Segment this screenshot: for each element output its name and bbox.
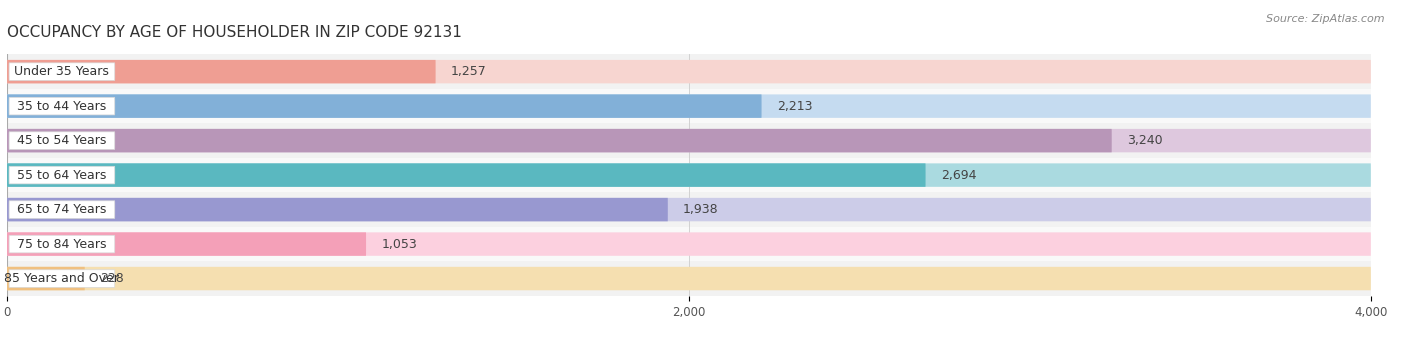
Text: 1,257: 1,257: [451, 65, 486, 78]
Text: 55 to 64 Years: 55 to 64 Years: [17, 169, 107, 182]
FancyBboxPatch shape: [7, 60, 1371, 83]
Bar: [7, 123, 1371, 158]
FancyBboxPatch shape: [8, 235, 115, 253]
FancyBboxPatch shape: [7, 232, 366, 256]
FancyBboxPatch shape: [7, 95, 1371, 118]
FancyBboxPatch shape: [7, 198, 1371, 221]
FancyBboxPatch shape: [8, 97, 115, 115]
FancyBboxPatch shape: [7, 232, 1371, 256]
Text: Source: ZipAtlas.com: Source: ZipAtlas.com: [1267, 14, 1385, 23]
FancyBboxPatch shape: [8, 132, 115, 149]
Bar: [7, 89, 1371, 123]
FancyBboxPatch shape: [7, 129, 1371, 152]
Bar: [7, 192, 1371, 227]
FancyBboxPatch shape: [7, 267, 1371, 290]
FancyBboxPatch shape: [7, 267, 84, 290]
Text: 85 Years and Over: 85 Years and Over: [4, 272, 120, 285]
FancyBboxPatch shape: [7, 198, 668, 221]
FancyBboxPatch shape: [8, 63, 115, 81]
Bar: [7, 158, 1371, 192]
Bar: [7, 227, 1371, 261]
Text: 228: 228: [100, 272, 124, 285]
Text: 3,240: 3,240: [1128, 134, 1163, 147]
FancyBboxPatch shape: [8, 270, 115, 287]
Text: 65 to 74 Years: 65 to 74 Years: [17, 203, 107, 216]
Text: 45 to 54 Years: 45 to 54 Years: [17, 134, 107, 147]
Bar: [7, 54, 1371, 89]
FancyBboxPatch shape: [7, 95, 762, 118]
Text: 75 to 84 Years: 75 to 84 Years: [17, 238, 107, 251]
FancyBboxPatch shape: [7, 60, 436, 83]
Text: Under 35 Years: Under 35 Years: [14, 65, 110, 78]
Text: 2,213: 2,213: [778, 100, 813, 113]
Text: 1,053: 1,053: [381, 238, 418, 251]
Text: 2,694: 2,694: [941, 169, 976, 182]
Text: OCCUPANCY BY AGE OF HOUSEHOLDER IN ZIP CODE 92131: OCCUPANCY BY AGE OF HOUSEHOLDER IN ZIP C…: [7, 25, 463, 40]
FancyBboxPatch shape: [7, 129, 1112, 152]
FancyBboxPatch shape: [8, 201, 115, 218]
FancyBboxPatch shape: [8, 166, 115, 184]
Text: 35 to 44 Years: 35 to 44 Years: [17, 100, 107, 113]
FancyBboxPatch shape: [7, 164, 1371, 187]
FancyBboxPatch shape: [7, 164, 925, 187]
Bar: [7, 261, 1371, 296]
Text: 1,938: 1,938: [683, 203, 718, 216]
